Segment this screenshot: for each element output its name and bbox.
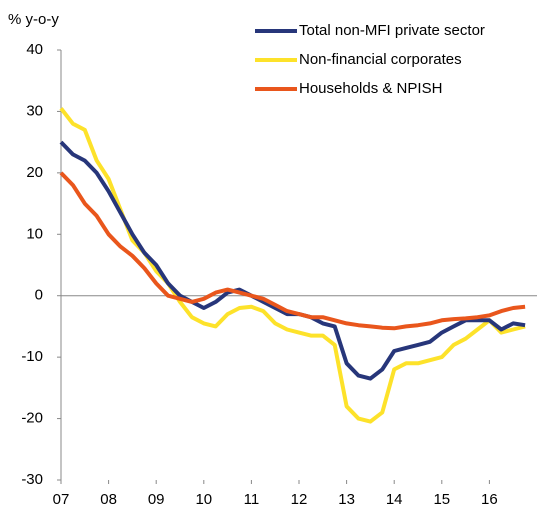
x-tick-label: 12 — [291, 491, 308, 508]
y-tick-label: 10 — [26, 225, 43, 242]
x-tick-label: 16 — [481, 491, 498, 508]
series-line — [59, 107, 526, 424]
x-tick-label: 07 — [53, 491, 70, 508]
x-tick-label: 08 — [100, 491, 117, 508]
x-tick-label: 14 — [386, 491, 403, 508]
y-tick-label: -30 — [21, 471, 43, 488]
y-tick-label: 30 — [26, 102, 43, 119]
legend-label: Households & NPISH — [299, 80, 442, 97]
x-tick-label: 09 — [148, 491, 165, 508]
series-line — [59, 171, 526, 331]
y-tick-label: 0 — [35, 287, 43, 304]
x-tick-label: 10 — [195, 491, 212, 508]
y-tick-label: -20 — [21, 410, 43, 427]
legend-label: Total non-MFI private sector — [299, 22, 485, 39]
y-axis-label: % y-o-y — [8, 11, 59, 28]
legend-label: Non-financial corporates — [299, 51, 462, 68]
y-tick-label: 40 — [26, 41, 43, 58]
x-tick-label: 13 — [338, 491, 355, 508]
x-tick-label: 11 — [244, 491, 260, 508]
y-tick-label: 20 — [26, 164, 43, 181]
x-tick-label: 15 — [433, 491, 450, 508]
y-tick-label: -10 — [21, 348, 43, 365]
